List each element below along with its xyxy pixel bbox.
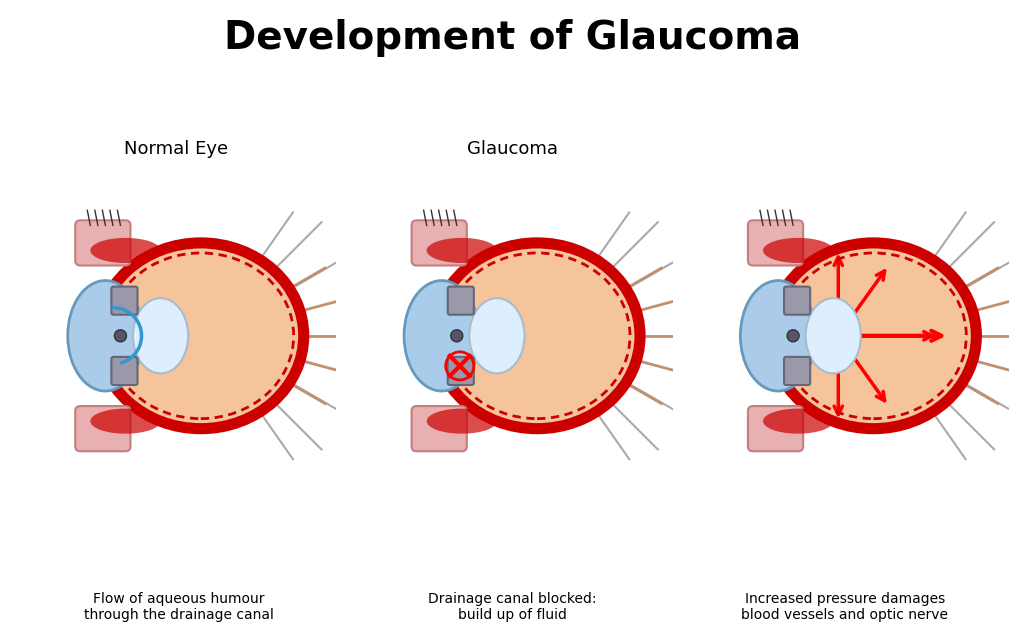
Title: Glaucoma: Glaucoma xyxy=(467,140,557,158)
FancyBboxPatch shape xyxy=(112,287,137,315)
Ellipse shape xyxy=(469,298,524,374)
FancyBboxPatch shape xyxy=(447,357,474,385)
Ellipse shape xyxy=(68,280,143,391)
Ellipse shape xyxy=(436,246,638,426)
Ellipse shape xyxy=(406,283,478,389)
FancyBboxPatch shape xyxy=(748,406,803,451)
FancyBboxPatch shape xyxy=(112,357,137,385)
FancyBboxPatch shape xyxy=(784,287,810,315)
Text: Development of Glaucoma: Development of Glaucoma xyxy=(223,19,801,57)
Ellipse shape xyxy=(773,246,974,426)
Ellipse shape xyxy=(427,409,497,433)
Ellipse shape xyxy=(133,298,188,374)
Text: Flow of aqueous humour
through the drainage canal: Flow of aqueous humour through the drain… xyxy=(84,592,274,622)
Ellipse shape xyxy=(115,329,126,342)
Ellipse shape xyxy=(100,246,301,426)
Text: Increased pressure damages
blood vessels and optic nerve: Increased pressure damages blood vessels… xyxy=(741,592,948,622)
FancyBboxPatch shape xyxy=(447,287,474,315)
Ellipse shape xyxy=(90,409,161,433)
Ellipse shape xyxy=(806,298,861,374)
FancyBboxPatch shape xyxy=(75,220,130,265)
Ellipse shape xyxy=(763,409,834,433)
Ellipse shape xyxy=(451,329,463,342)
FancyBboxPatch shape xyxy=(784,357,810,385)
FancyBboxPatch shape xyxy=(748,220,803,265)
Text: Drainage canal blocked:
build up of fluid: Drainage canal blocked: build up of flui… xyxy=(428,592,596,622)
Ellipse shape xyxy=(740,280,816,391)
Title: Normal Eye: Normal Eye xyxy=(124,140,227,158)
Ellipse shape xyxy=(763,238,834,263)
FancyBboxPatch shape xyxy=(412,406,467,451)
FancyBboxPatch shape xyxy=(75,406,130,451)
Ellipse shape xyxy=(787,329,799,342)
FancyBboxPatch shape xyxy=(412,220,467,265)
Ellipse shape xyxy=(90,238,161,263)
Ellipse shape xyxy=(427,238,497,263)
Ellipse shape xyxy=(404,280,479,391)
